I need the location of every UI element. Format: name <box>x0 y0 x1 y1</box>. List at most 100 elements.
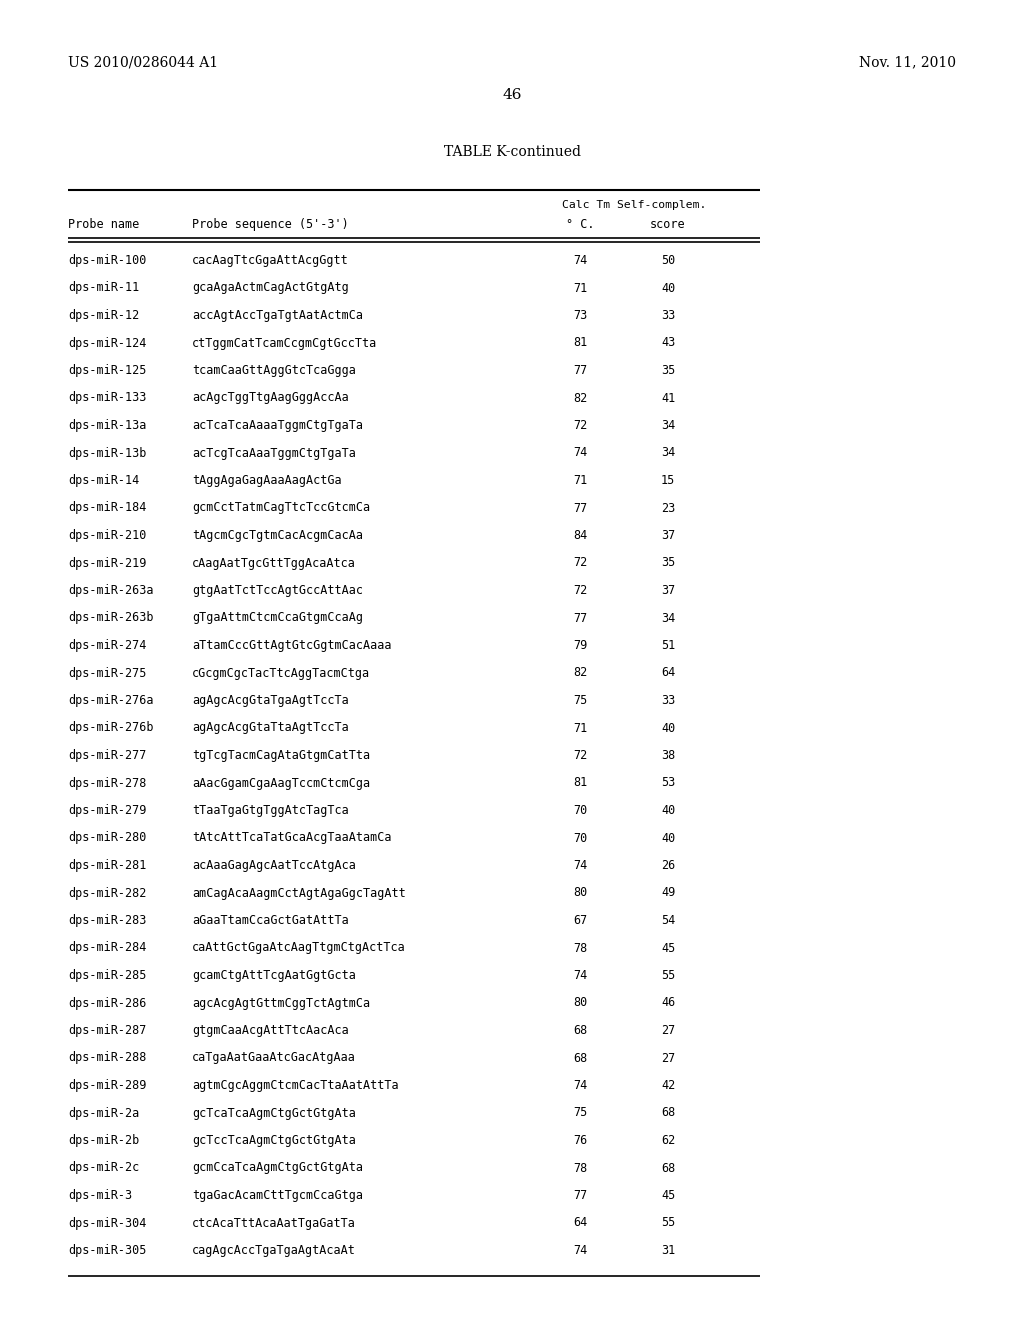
Text: cAagAatTgcGttTggAcaAtca: cAagAatTgcGttTggAcaAtca <box>193 557 356 569</box>
Text: dps-miR-3: dps-miR-3 <box>68 1189 132 1203</box>
Text: 53: 53 <box>660 776 675 789</box>
Text: dps-miR-2b: dps-miR-2b <box>68 1134 139 1147</box>
Text: 77: 77 <box>572 502 587 515</box>
Text: cagAgcAccTgaTgaAgtAcaAt: cagAgcAccTgaTgaAgtAcaAt <box>193 1243 356 1257</box>
Text: Calc Tm Self-complem.: Calc Tm Self-complem. <box>562 201 707 210</box>
Text: 74: 74 <box>572 859 587 873</box>
Text: 64: 64 <box>660 667 675 680</box>
Text: dps-miR-125: dps-miR-125 <box>68 364 146 378</box>
Text: dps-miR-263a: dps-miR-263a <box>68 583 154 597</box>
Text: 80: 80 <box>572 887 587 899</box>
Text: gcTccTcaAgmCtgGctGtgAta: gcTccTcaAgmCtgGctGtgAta <box>193 1134 356 1147</box>
Text: gcmCctTatmCagTtcTccGtcmCa: gcmCctTatmCagTtcTccGtcmCa <box>193 502 370 515</box>
Text: Nov. 11, 2010: Nov. 11, 2010 <box>859 55 956 69</box>
Text: dps-miR-275: dps-miR-275 <box>68 667 146 680</box>
Text: agtmCgcAggmCtcmCacTtaAatAttTa: agtmCgcAggmCtcmCacTtaAatAttTa <box>193 1078 398 1092</box>
Text: gcamCtgAttTcgAatGgtGcta: gcamCtgAttTcgAatGgtGcta <box>193 969 356 982</box>
Text: 27: 27 <box>660 1024 675 1038</box>
Text: 34: 34 <box>660 446 675 459</box>
Text: 31: 31 <box>660 1243 675 1257</box>
Text: acAaaGagAgcAatTccAtgAca: acAaaGagAgcAatTccAtgAca <box>193 859 356 873</box>
Text: TABLE K-continued: TABLE K-continued <box>443 145 581 158</box>
Text: 81: 81 <box>572 337 587 350</box>
Text: agAgcAcgGtaTgaAgtTccTa: agAgcAcgGtaTgaAgtTccTa <box>193 694 349 708</box>
Text: 40: 40 <box>660 281 675 294</box>
Text: acAgcTggTtgAagGggAccAa: acAgcTggTtgAagGggAccAa <box>193 392 349 404</box>
Text: dps-miR-133: dps-miR-133 <box>68 392 146 404</box>
Text: dps-miR-284: dps-miR-284 <box>68 941 146 954</box>
Text: ctcAcaTttAcaAatTgaGatTa: ctcAcaTttAcaAatTgaGatTa <box>193 1217 356 1229</box>
Text: 62: 62 <box>660 1134 675 1147</box>
Text: 82: 82 <box>572 392 587 404</box>
Text: gcmCcaTcaAgmCtgGctGtgAta: gcmCcaTcaAgmCtgGctGtgAta <box>193 1162 362 1175</box>
Text: 71: 71 <box>572 722 587 734</box>
Text: dps-miR-100: dps-miR-100 <box>68 253 146 267</box>
Text: dps-miR-280: dps-miR-280 <box>68 832 146 845</box>
Text: 55: 55 <box>660 969 675 982</box>
Text: 41: 41 <box>660 392 675 404</box>
Text: dps-miR-289: dps-miR-289 <box>68 1078 146 1092</box>
Text: 78: 78 <box>572 941 587 954</box>
Text: 54: 54 <box>660 913 675 927</box>
Text: 74: 74 <box>572 1243 587 1257</box>
Text: 46: 46 <box>502 88 522 102</box>
Text: dps-miR-274: dps-miR-274 <box>68 639 146 652</box>
Text: 74: 74 <box>572 969 587 982</box>
Text: dps-miR-279: dps-miR-279 <box>68 804 146 817</box>
Text: dps-miR-11: dps-miR-11 <box>68 281 139 294</box>
Text: ctTggmCatTcamCcgmCgtGccTta: ctTggmCatTcamCcgmCgtGccTta <box>193 337 377 350</box>
Text: dps-miR-13b: dps-miR-13b <box>68 446 146 459</box>
Text: dps-miR-2a: dps-miR-2a <box>68 1106 139 1119</box>
Text: dps-miR-184: dps-miR-184 <box>68 502 146 515</box>
Text: 27: 27 <box>660 1052 675 1064</box>
Text: 51: 51 <box>660 639 675 652</box>
Text: 68: 68 <box>660 1162 675 1175</box>
Text: gcaAgaActmCagActGtgAtg: gcaAgaActmCagActGtgAtg <box>193 281 349 294</box>
Text: 26: 26 <box>660 859 675 873</box>
Text: cacAagTtcGgaAttAcgGgtt: cacAagTtcGgaAttAcgGgtt <box>193 253 349 267</box>
Text: acTcgTcaAaaTggmCtgTgaTa: acTcgTcaAaaTggmCtgTgaTa <box>193 446 356 459</box>
Text: dps-miR-276b: dps-miR-276b <box>68 722 154 734</box>
Text: dps-miR-288: dps-miR-288 <box>68 1052 146 1064</box>
Text: 70: 70 <box>572 832 587 845</box>
Text: 33: 33 <box>660 309 675 322</box>
Text: dps-miR-2c: dps-miR-2c <box>68 1162 139 1175</box>
Text: tTaaTgaGtgTggAtcTagTca: tTaaTgaGtgTggAtcTagTca <box>193 804 349 817</box>
Text: cGcgmCgcTacTtcAggTacmCtga: cGcgmCgcTacTtcAggTacmCtga <box>193 667 370 680</box>
Text: agAgcAcgGtaTtaAgtTccTa: agAgcAcgGtaTtaAgtTccTa <box>193 722 349 734</box>
Text: 46: 46 <box>660 997 675 1010</box>
Text: dps-miR-278: dps-miR-278 <box>68 776 146 789</box>
Text: 84: 84 <box>572 529 587 543</box>
Text: US 2010/0286044 A1: US 2010/0286044 A1 <box>68 55 218 69</box>
Text: accAgtAccTgaTgtAatActmCa: accAgtAccTgaTgtAatActmCa <box>193 309 362 322</box>
Text: dps-miR-219: dps-miR-219 <box>68 557 146 569</box>
Text: dps-miR-283: dps-miR-283 <box>68 913 146 927</box>
Text: 77: 77 <box>572 1189 587 1203</box>
Text: dps-miR-14: dps-miR-14 <box>68 474 139 487</box>
Text: 64: 64 <box>572 1217 587 1229</box>
Text: dps-miR-124: dps-miR-124 <box>68 337 146 350</box>
Text: tcamCaaGttAggGtcTcaGgga: tcamCaaGttAggGtcTcaGgga <box>193 364 356 378</box>
Text: 75: 75 <box>572 694 587 708</box>
Text: 74: 74 <box>572 253 587 267</box>
Text: Probe name: Probe name <box>68 218 139 231</box>
Text: 76: 76 <box>572 1134 587 1147</box>
Text: acTcaTcaAaaaTggmCtgTgaTa: acTcaTcaAaaaTggmCtgTgaTa <box>193 418 362 432</box>
Text: dps-miR-210: dps-miR-210 <box>68 529 146 543</box>
Text: agcAcgAgtGttmCggTctAgtmCa: agcAcgAgtGttmCggTctAgtmCa <box>193 997 370 1010</box>
Text: score: score <box>650 218 686 231</box>
Text: tAgcmCgcTgtmCacAcgmCacAa: tAgcmCgcTgtmCacAcgmCacAa <box>193 529 362 543</box>
Text: dps-miR-281: dps-miR-281 <box>68 859 146 873</box>
Text: gtgmCaaAcgAttTtcAacAca: gtgmCaaAcgAttTtcAacAca <box>193 1024 349 1038</box>
Text: gcTcaTcaAgmCtgGctGtgAta: gcTcaTcaAgmCtgGctGtgAta <box>193 1106 356 1119</box>
Text: 34: 34 <box>660 418 675 432</box>
Text: 23: 23 <box>660 502 675 515</box>
Text: tgaGacAcamCttTgcmCcaGtga: tgaGacAcamCttTgcmCcaGtga <box>193 1189 362 1203</box>
Text: 43: 43 <box>660 337 675 350</box>
Text: 80: 80 <box>572 997 587 1010</box>
Text: 38: 38 <box>660 748 675 762</box>
Text: dps-miR-304: dps-miR-304 <box>68 1217 146 1229</box>
Text: 68: 68 <box>572 1024 587 1038</box>
Text: 71: 71 <box>572 281 587 294</box>
Text: 79: 79 <box>572 639 587 652</box>
